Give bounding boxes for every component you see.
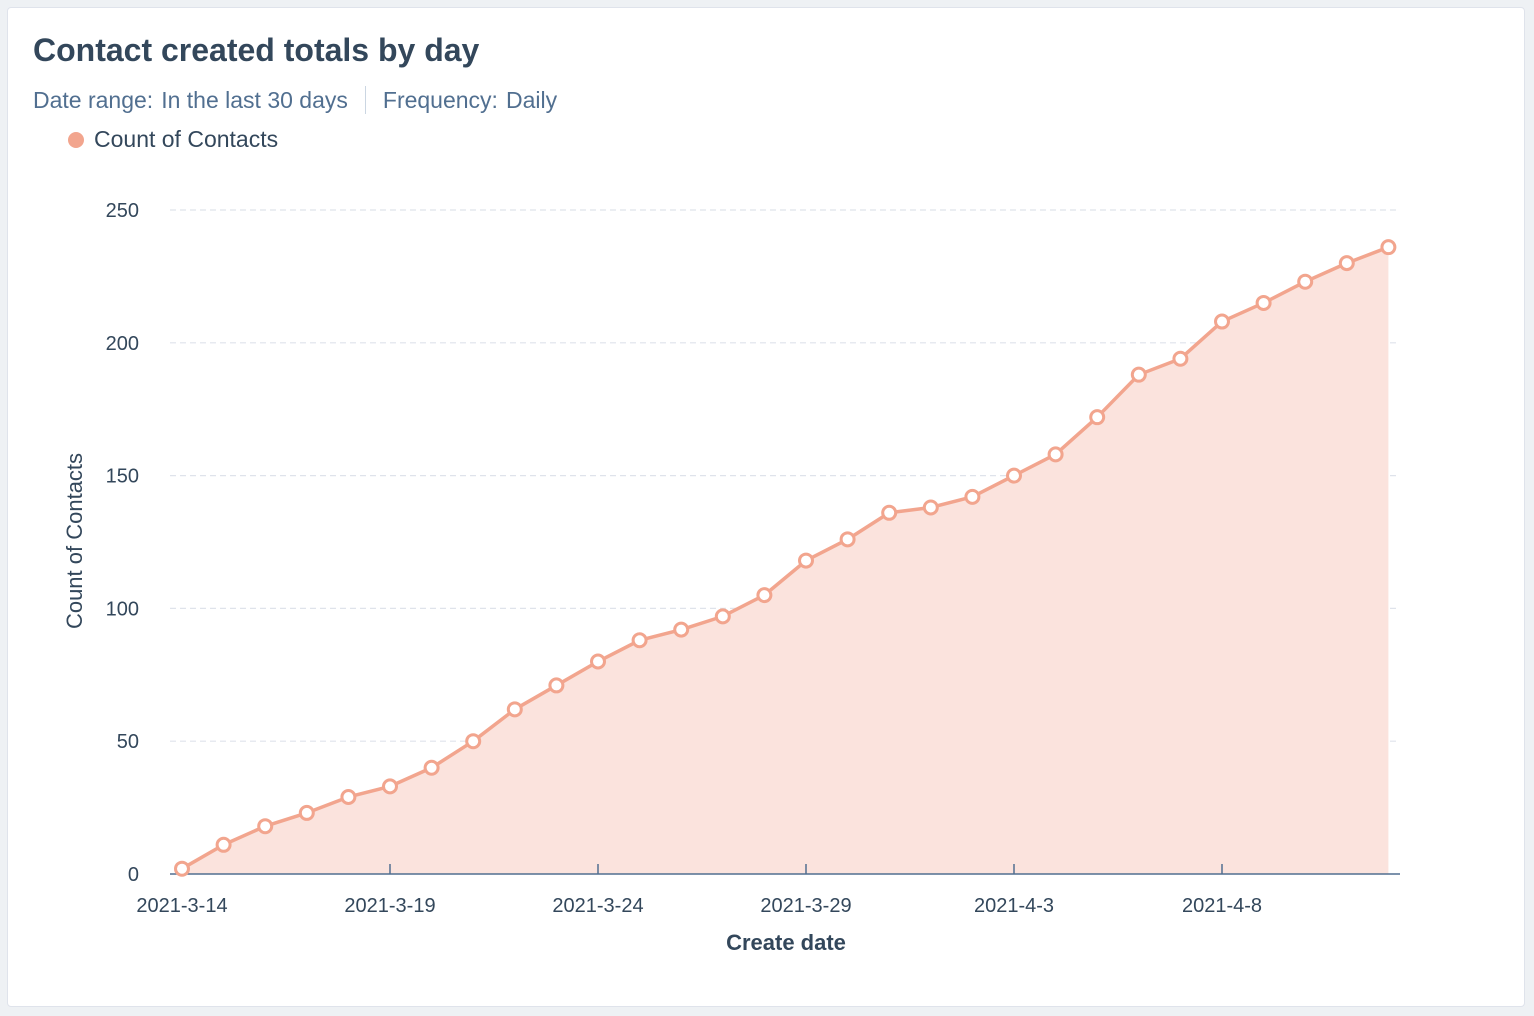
data-point[interactable] — [1255, 294, 1272, 311]
report-title: Contact created totals by day — [33, 32, 480, 68]
data-point[interactable] — [1297, 273, 1314, 290]
data-point[interactable] — [1214, 313, 1230, 330]
x-tick-label: 2021-3-14 — [136, 895, 227, 917]
y-axis-title: Count of Contacts — [62, 453, 87, 629]
data-point[interactable] — [298, 804, 315, 821]
data-point[interactable] — [382, 778, 398, 795]
x-axis-title: Create date — [726, 930, 846, 955]
y-tick-label: 0 — [128, 864, 139, 886]
date-range-value: In the last 30 days — [161, 86, 348, 113]
series-points — [174, 239, 1397, 877]
data-point[interactable] — [506, 701, 523, 718]
data-point[interactable] — [257, 818, 274, 835]
data-point[interactable] — [1006, 467, 1022, 484]
data-point[interactable] — [673, 621, 690, 638]
y-tick-label: 100 — [106, 598, 139, 620]
x-tick-label: 2021-3-29 — [760, 895, 851, 917]
data-point[interactable] — [839, 531, 856, 548]
frequency-value: Daily — [505, 86, 558, 113]
data-point[interactable] — [798, 552, 814, 569]
y-tick-label: 250 — [106, 200, 139, 222]
data-point[interactable] — [714, 608, 731, 625]
data-point[interactable] — [465, 733, 482, 750]
data-point[interactable] — [1172, 350, 1189, 367]
data-point[interactable] — [922, 499, 939, 516]
date-range-label: Date range: — [33, 86, 154, 113]
y-tick-label: 150 — [106, 466, 139, 488]
data-point[interactable] — [964, 488, 981, 505]
data-point[interactable] — [1130, 366, 1147, 383]
series-area — [181, 245, 1390, 874]
data-point[interactable] — [631, 632, 648, 649]
x-tick-label: 2021-3-24 — [552, 895, 643, 917]
axes: 0 50 100 150 200 250 2021-3-14 2021-3-19 2021-3-… — [106, 200, 1400, 917]
x-tick-label: 2021-3-19 — [344, 895, 435, 917]
data-point[interactable] — [340, 788, 357, 805]
data-point[interactable] — [590, 653, 606, 670]
chart-legend[interactable]: Count of Contacts — [68, 126, 278, 153]
legend-marker-icon — [68, 131, 84, 148]
x-tick-label: 2021-4-8 — [1182, 895, 1262, 917]
data-point[interactable] — [423, 759, 440, 776]
report-filters: Date range: In the last 30 days Frequenc… — [33, 86, 557, 114]
y-tick-label: 200 — [106, 333, 139, 355]
area-fill — [182, 247, 1389, 874]
legend-label: Count of Contacts — [94, 126, 279, 152]
y-tick-label: 50 — [117, 731, 139, 753]
data-point[interactable] — [1089, 409, 1106, 426]
frequency-label: Frequency: — [382, 86, 498, 113]
x-tick-label: 2021-4-3 — [974, 895, 1054, 917]
data-point[interactable] — [1380, 239, 1397, 256]
filter-divider — [364, 86, 366, 114]
data-point[interactable] — [1047, 446, 1064, 463]
data-point[interactable] — [881, 504, 898, 521]
data-point[interactable] — [215, 836, 232, 853]
axis-labels: Count of Contacts Create date — [62, 453, 846, 955]
data-point[interactable] — [174, 860, 190, 877]
data-point[interactable] — [756, 587, 773, 604]
data-point[interactable] — [548, 677, 565, 694]
data-point[interactable] — [1338, 255, 1355, 272]
